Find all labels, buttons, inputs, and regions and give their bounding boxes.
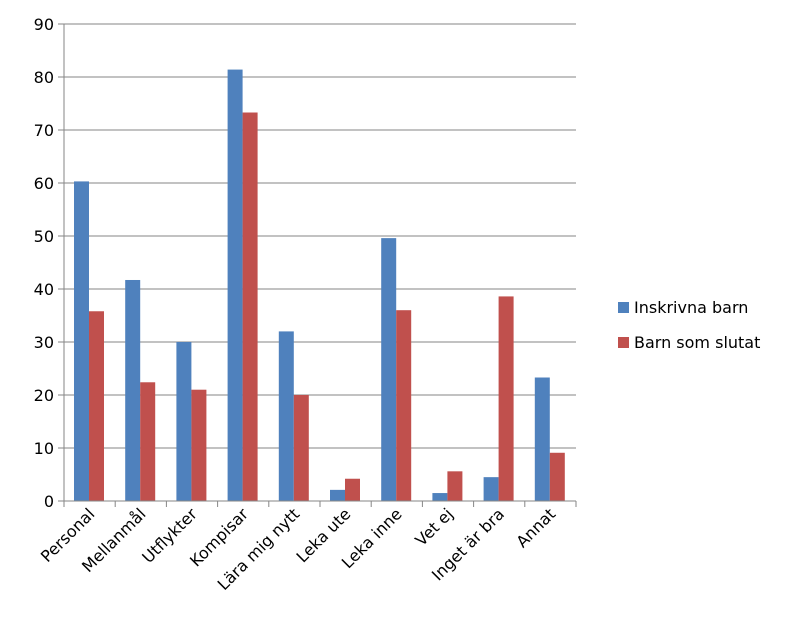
y-tick-label: 0 (44, 492, 54, 511)
legend-item-series-1: Inskrivna barn (618, 296, 760, 318)
legend: Inskrivna barn Barn som slutat (618, 296, 760, 366)
legend-item-series-2: Barn som slutat (618, 331, 760, 353)
y-tick-label: 10 (34, 439, 54, 458)
bar-inskrivna-barn (227, 69, 243, 501)
bar-inskrivna-barn (432, 493, 448, 501)
bar-barn-som-slutat (191, 389, 207, 501)
bar-barn-som-slutat (549, 452, 565, 501)
bar-barn-som-slutat (498, 296, 514, 501)
y-tick-label: 60 (34, 174, 54, 193)
bars (74, 69, 565, 501)
axes (63, 24, 577, 507)
y-tick-label: 90 (34, 15, 54, 34)
y-tick-label: 50 (34, 227, 54, 246)
legend-swatch-series-1 (618, 301, 629, 313)
bar-barn-som-slutat (242, 112, 258, 501)
bar-inskrivna-barn (483, 477, 499, 501)
bar-barn-som-slutat (396, 310, 412, 501)
bar-inskrivna-barn (74, 181, 89, 501)
bar-inskrivna-barn (534, 377, 550, 501)
bar-inskrivna-barn (381, 238, 397, 501)
bar-barn-som-slutat (345, 478, 360, 501)
bar-inskrivna-barn (330, 489, 345, 501)
bar-inskrivna-barn (176, 342, 192, 501)
y-tick-label: 70 (34, 121, 54, 140)
y-tick-label: 30 (34, 333, 54, 352)
legend-label-series-1: Inskrivna barn (634, 297, 749, 317)
y-tick-label: 20 (34, 386, 54, 405)
y-axis-ticks: 0 10 20 30 40 50 60 70 80 90 (34, 15, 64, 511)
y-tick-label: 80 (34, 68, 54, 87)
bar-barn-som-slutat (293, 395, 309, 501)
y-tick-label: 40 (34, 280, 54, 299)
bar-inskrivna-barn (125, 279, 141, 501)
x-category-label: Annat (512, 504, 559, 551)
bar-barn-som-slutat (89, 311, 104, 501)
legend-label-series-2: Barn som slutat (634, 332, 761, 352)
bar-inskrivna-barn (278, 331, 294, 501)
legend-swatch-series-2 (618, 336, 629, 348)
bar-barn-som-slutat (140, 382, 156, 501)
x-category-label: Vet ej (411, 504, 456, 549)
bar-barn-som-slutat (447, 471, 463, 501)
